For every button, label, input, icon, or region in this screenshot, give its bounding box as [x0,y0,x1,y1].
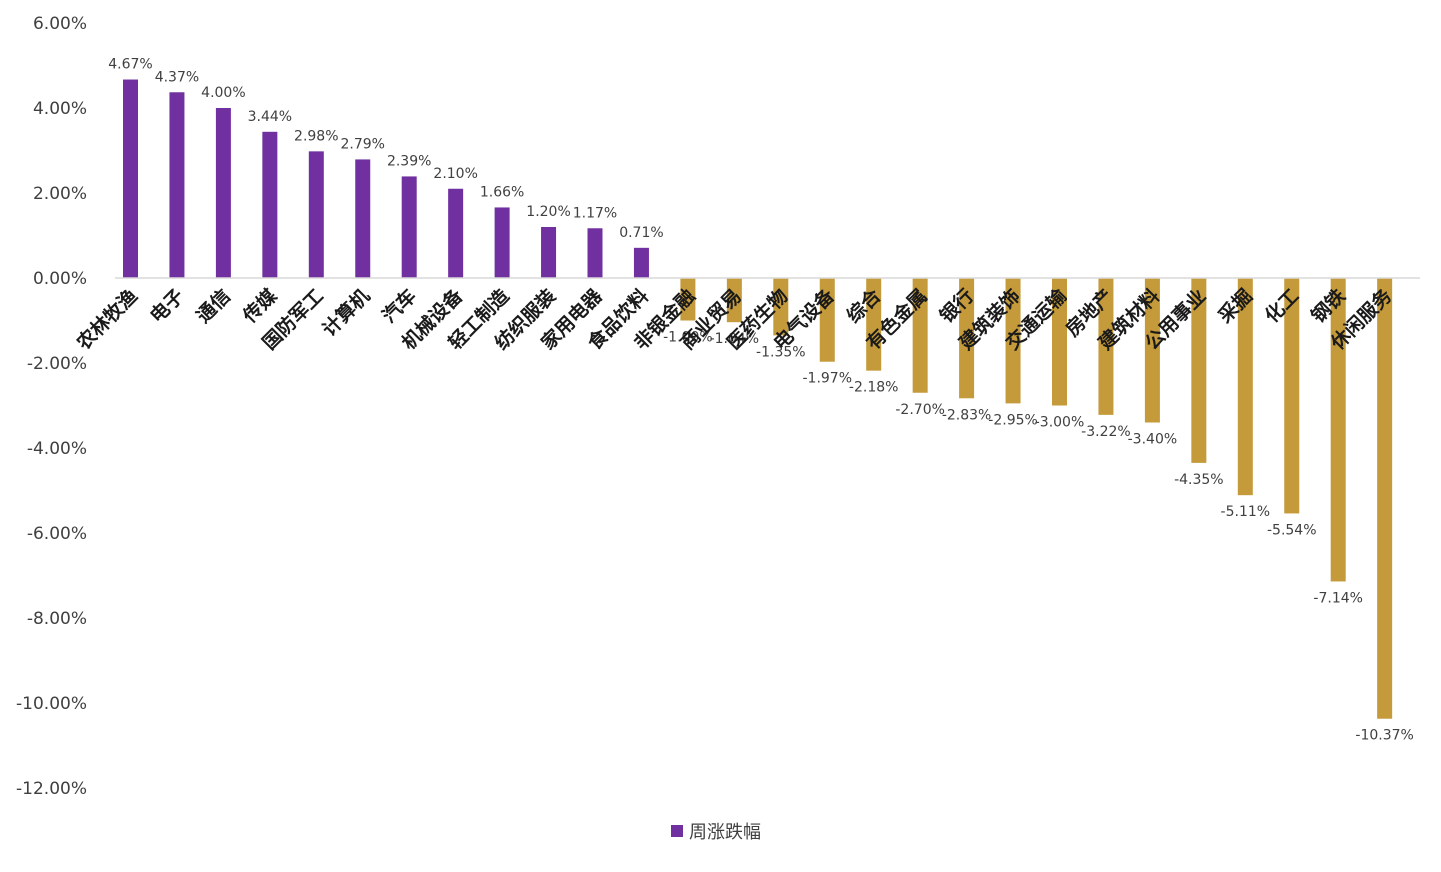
data-labels: 4.67%4.37%4.00%3.44%2.98%2.79%2.39%2.10%… [108,57,1414,744]
bar [355,159,371,278]
category-label: 农林牧渔 [71,284,142,355]
y-tick-label: 4.00% [33,99,87,119]
bar [1284,278,1300,514]
data-label: 4.00% [201,85,245,101]
bar [587,228,603,278]
data-label: 1.20% [526,204,570,220]
data-label: -4.35% [1174,472,1224,488]
data-label: -5.11% [1221,504,1271,520]
bar [1330,278,1346,582]
bar [819,278,835,362]
data-label: -1.97% [802,371,852,387]
bar [215,108,231,278]
y-tick-label: -6.00% [27,524,87,544]
bar [169,92,185,279]
bar [1237,278,1253,496]
data-label: -3.40% [1128,432,1178,448]
bar [308,151,324,278]
bar [633,247,649,278]
data-label: 4.67% [108,57,152,73]
data-label: -5.54% [1267,522,1317,538]
data-label: 3.44% [248,109,292,125]
data-label: -1.00% [663,330,713,346]
data-label: -3.22% [1081,424,1131,440]
y-tick-label: -10.00% [16,694,87,714]
bar [262,131,278,278]
data-label: 1.66% [480,184,524,200]
bars [123,79,1393,719]
y-tick-label: 0.00% [33,269,87,289]
data-label: 4.37% [155,69,199,85]
bar [773,278,789,336]
data-label: -2.70% [895,402,945,418]
bar [1144,278,1160,423]
category-label: 电子 [145,284,188,327]
bar [123,79,138,279]
legend-label: 周涨跌幅 [689,822,761,843]
bar [1377,278,1393,719]
bar [541,227,557,278]
y-tick-label: -2.00% [27,354,87,374]
bar [866,278,882,371]
bar [1098,278,1114,415]
legend: 周涨跌幅 [671,822,761,843]
bar [1052,278,1067,406]
bar [401,176,417,278]
category-label: 计算机 [318,284,375,341]
data-label: 2.39% [387,153,431,169]
y-axis-ticks: 6.00% 4.00% 2.00% 0.00% -2.00% -4.00% -6.00% -8… [16,14,87,799]
data-label: -1.35% [756,344,806,360]
legend-swatch [671,825,683,837]
bar [448,188,464,278]
data-label: -7.14% [1313,590,1363,606]
data-label: 2.79% [341,136,385,152]
y-tick-label: -12.00% [16,779,87,799]
category-label: 通信 [192,284,235,327]
category-label: 汽车 [378,284,421,327]
bar [1191,278,1207,463]
bar [726,278,742,323]
data-label: -1.04% [710,331,760,347]
y-tick-label: 2.00% [33,184,87,204]
bar [959,278,975,399]
data-label: -10.37% [1355,728,1413,744]
bar [494,207,510,278]
bar [912,278,928,393]
data-label: -2.95% [988,412,1038,428]
y-tick-label: 6.00% [33,14,87,34]
data-label: -2.83% [942,407,992,423]
bar [680,278,696,321]
data-label: -2.18% [849,380,899,396]
data-label: 2.10% [433,166,477,182]
data-label: 1.17% [573,205,617,221]
y-tick-label: -8.00% [27,609,87,629]
y-tick-label: -4.00% [27,439,87,459]
data-label: 0.71% [619,225,663,241]
data-label: 2.98% [294,128,338,144]
data-label: -3.00% [1035,415,1085,431]
bar [1005,278,1021,404]
